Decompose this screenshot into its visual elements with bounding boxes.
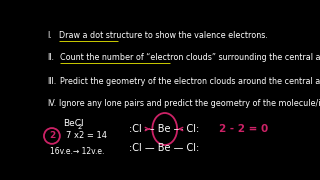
Text: 2: 2 xyxy=(77,124,82,130)
Text: Count the number of “electron clouds” surrounding the central atom.: Count the number of “electron clouds” su… xyxy=(60,53,320,62)
Text: Ignore any lone pairs and predict the geometry of the molecule/ion.: Ignore any lone pairs and predict the ge… xyxy=(59,99,320,108)
Text: 16v.e.→ 12v.e.: 16v.e.→ 12v.e. xyxy=(51,147,105,156)
Text: 7 x2 = 14: 7 x2 = 14 xyxy=(66,131,107,140)
Text: II.: II. xyxy=(47,53,54,62)
Text: I.: I. xyxy=(47,31,52,40)
Text: BeCl: BeCl xyxy=(64,119,84,128)
Text: 2: 2 xyxy=(49,131,55,140)
Text: :Cl — Be — Cl:: :Cl — Be — Cl: xyxy=(129,124,199,134)
Text: III.: III. xyxy=(47,77,56,86)
Text: Predict the geometry of the electron clouds around the central atom.: Predict the geometry of the electron clo… xyxy=(60,77,320,86)
Text: IV.: IV. xyxy=(47,99,56,108)
Text: 2 - 2 = 0: 2 - 2 = 0 xyxy=(219,124,268,134)
Text: Draw a dot structure to show the valence electrons.: Draw a dot structure to show the valence… xyxy=(59,31,268,40)
Text: :Cl — Be — Cl:: :Cl — Be — Cl: xyxy=(129,143,199,153)
